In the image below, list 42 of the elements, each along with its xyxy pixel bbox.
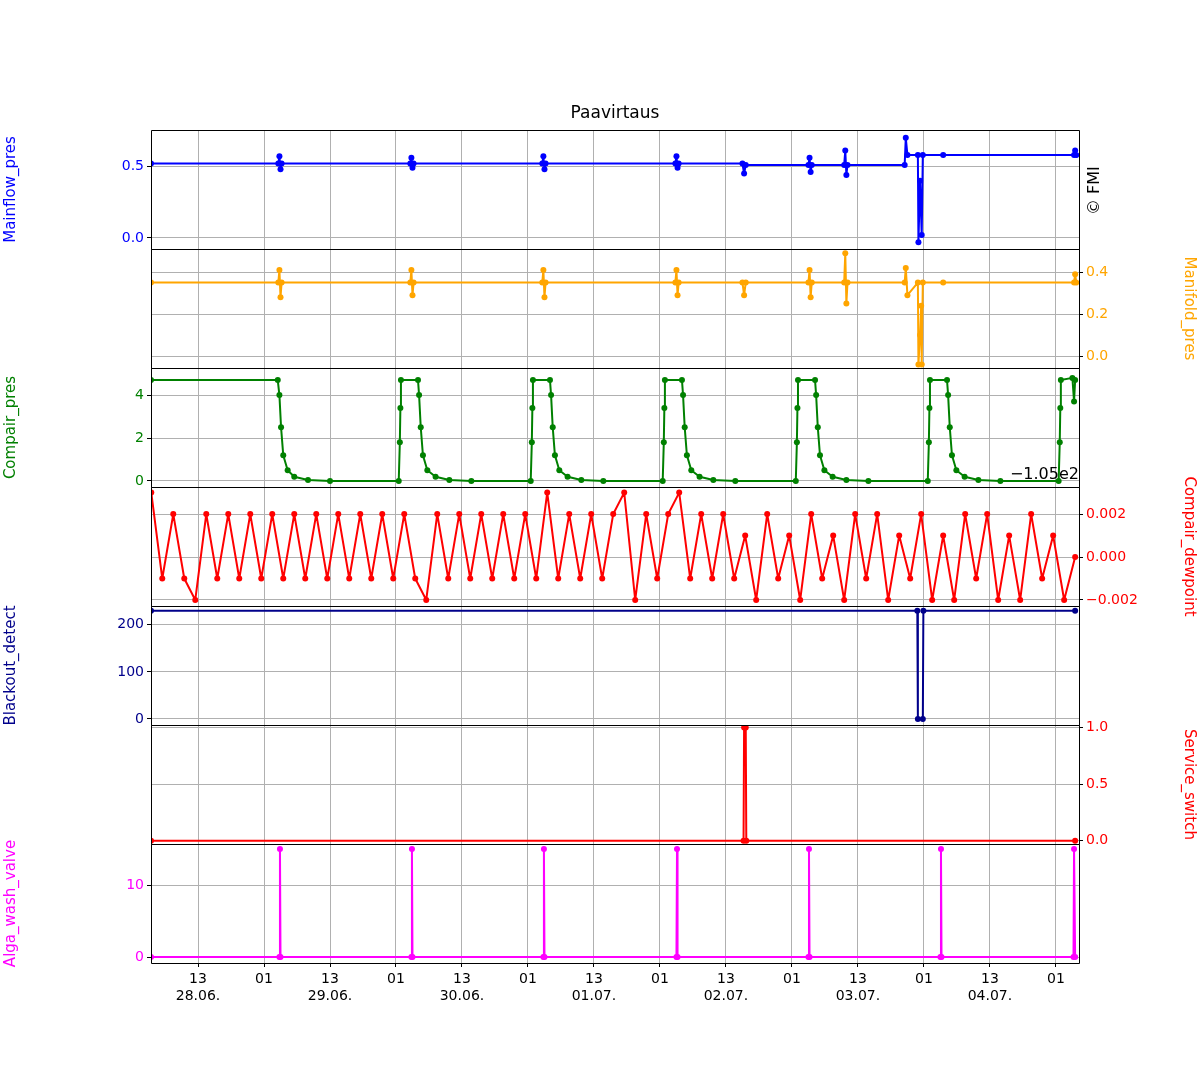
y-tick-label: 0.5 xyxy=(121,157,144,174)
y2-axis-title: Service_switch xyxy=(1180,729,1200,840)
x-tick-label: 13 03.07. xyxy=(835,970,881,1003)
x-tick-label: 01 xyxy=(915,970,933,987)
y2-axis-title: Manifold_pres xyxy=(1180,256,1200,361)
y-tick-label: 10 xyxy=(126,875,144,892)
y-axis-title: Blackout_detect xyxy=(0,605,20,726)
y2-tick-label: 0.002 xyxy=(1086,504,1127,521)
x-tick-label: 13 01.07. xyxy=(571,970,617,1003)
y-tick-label: 0 xyxy=(135,947,144,964)
y2-tick-label: −0.002 xyxy=(1086,590,1138,607)
y2-tick-label: 0.0 xyxy=(1086,831,1109,848)
y-tick-label: 0 xyxy=(135,709,144,726)
y2-tick-label: 0.000 xyxy=(1086,547,1127,564)
text: © FMI xyxy=(1084,166,1103,215)
y-tick-label: 0.0 xyxy=(121,228,144,245)
x-tick-label: 01 xyxy=(783,970,801,987)
y2-tick-label: 0.2 xyxy=(1086,304,1109,321)
chart-title: Paavirtaus xyxy=(569,102,661,122)
y-axis-title: Mainflow_pres xyxy=(0,136,20,243)
y-tick-label: 200 xyxy=(117,615,144,632)
y-axis-title: Alga_wash_valve xyxy=(0,839,20,968)
y2-tick-label: 0.5 xyxy=(1086,774,1109,791)
x-tick-label: 13 28.06. xyxy=(175,970,221,1003)
y-tick-label: 0 xyxy=(135,471,144,488)
x-tick-label: 13 30.06. xyxy=(439,970,485,1003)
x-tick-label: 13 04.07. xyxy=(967,970,1013,1003)
y2-tick-label: 1.0 xyxy=(1086,718,1109,735)
x-tick-label: 01 xyxy=(387,970,405,987)
y-tick-label: 100 xyxy=(117,662,144,679)
y-tick-label: 4 xyxy=(135,385,145,402)
y2-tick-label: 0.0 xyxy=(1086,346,1109,363)
x-tick-label: 01 xyxy=(255,970,273,987)
x-tick-label: 13 02.07. xyxy=(703,970,749,1003)
x-tick-label: 01 xyxy=(651,970,669,987)
y-axis-title: Compair_pres xyxy=(0,375,20,480)
y-tick-label: 2 xyxy=(135,428,144,445)
y2-tick-label: 0.4 xyxy=(1086,262,1109,279)
y2-axis-title: Compair_dewpoint xyxy=(1180,476,1200,617)
x-tick-label: 01 xyxy=(1046,970,1065,987)
x-tick-label: 13 29.06. xyxy=(307,970,353,1003)
x-tick-label: 01 xyxy=(519,970,537,987)
